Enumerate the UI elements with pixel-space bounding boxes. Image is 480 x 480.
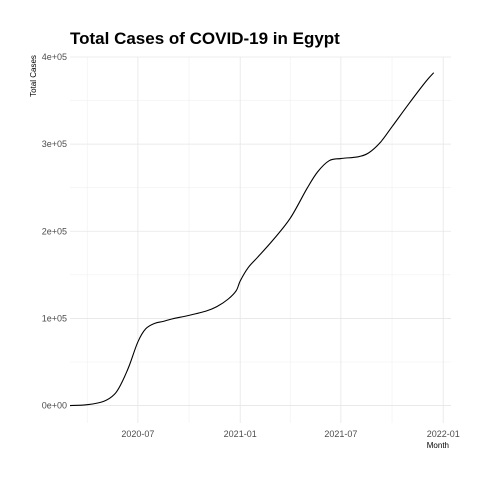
y-tick-label: 0e+00 <box>42 401 67 411</box>
y-axis-title: Total Cases <box>29 55 38 97</box>
x-tick-label: 2021-07 <box>324 429 357 439</box>
chart-title: Total Cases of COVID-19 in Egypt <box>70 29 340 48</box>
y-tick-label: 1e+05 <box>42 313 67 323</box>
x-tick-labels: 2020-07 2021-01 2021-07 2022-01 <box>121 429 459 439</box>
major-grid <box>70 56 451 423</box>
series-group <box>69 72 435 407</box>
minor-grid <box>70 57 451 423</box>
x-tick-label: 2021-01 <box>224 429 257 439</box>
y-tick-label: 2e+05 <box>42 226 67 236</box>
series-line-total-cases <box>69 72 435 407</box>
y-tick-label: 4e+05 <box>42 52 67 62</box>
y-tick-labels: 0e+00 1e+05 2e+05 3e+05 4e+05 <box>42 52 67 411</box>
y-tick-label: 3e+05 <box>42 139 67 149</box>
x-tick-label: 2020-07 <box>121 429 154 439</box>
x-tick-label: 2022-01 <box>427 429 460 439</box>
x-axis-title: Month <box>427 441 449 450</box>
